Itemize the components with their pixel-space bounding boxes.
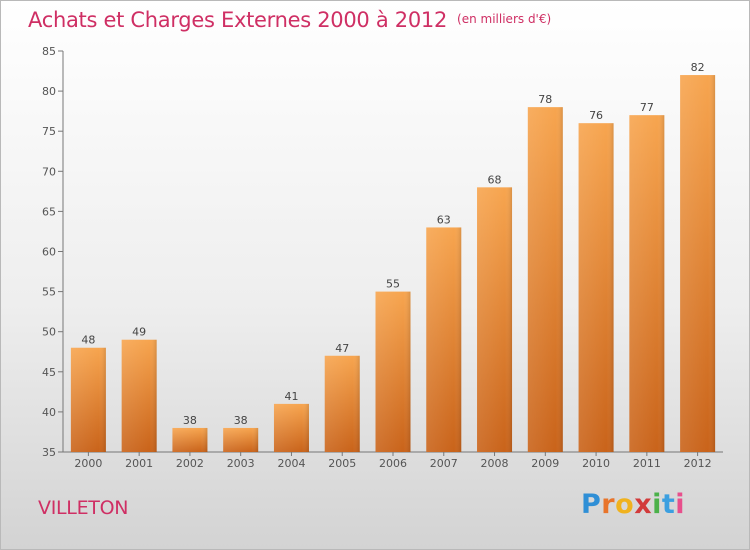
y-tick-label: 65 — [42, 205, 56, 218]
x-tick-label: 2002 — [176, 457, 204, 470]
y-tick-label: 45 — [42, 366, 56, 379]
y-tick-label: 60 — [42, 246, 56, 259]
bar-value-label: 77 — [640, 101, 654, 114]
y-tick-label: 85 — [42, 45, 56, 58]
x-tick-label: 2009 — [531, 457, 559, 470]
logo-letter: x — [634, 489, 653, 520]
chart-title: Achats et Charges Externes 2000 à 2012 (e… — [28, 8, 551, 32]
bar-shade — [375, 291, 411, 452]
chart-unit: (en milliers d'€) — [457, 12, 552, 26]
bar-value-label: 38 — [234, 414, 248, 427]
y-tick-label: 50 — [42, 326, 56, 339]
chart-labels: 2000 48 2001 49 2002 38 2003 38 2004 41 2005 47 2006… — [74, 61, 711, 470]
bar-shade — [680, 75, 716, 452]
bar-shade — [578, 123, 614, 453]
bar-value-label: 78 — [538, 93, 552, 106]
y-tick-label: 80 — [42, 85, 56, 98]
bar-value-label: 68 — [488, 173, 502, 186]
logo-letter: P — [581, 489, 602, 520]
logo-letter: t — [661, 489, 676, 520]
logo-letter: r — [601, 489, 616, 520]
bar-value-label: 76 — [589, 109, 603, 122]
x-tick-label: 2007 — [430, 457, 458, 470]
x-tick-label: 2012 — [684, 457, 712, 470]
bar-shade — [273, 403, 309, 452]
bar-value-label: 47 — [335, 342, 349, 355]
x-tick-label: 2010 — [582, 457, 610, 470]
bar-shade — [629, 115, 665, 452]
bar-shade — [121, 339, 157, 452]
bar-value-label: 49 — [132, 326, 146, 339]
x-tick-label: 2003 — [227, 457, 255, 470]
bar-value-label: 82 — [691, 61, 705, 74]
logo-letter: i — [652, 489, 662, 520]
chart-bars — [70, 75, 716, 453]
x-tick-label: 2006 — [379, 457, 407, 470]
y-tick-label: 70 — [42, 165, 56, 178]
x-tick-label: 2008 — [481, 457, 509, 470]
bar-value-label: 48 — [81, 334, 95, 347]
x-tick-label: 2000 — [74, 457, 102, 470]
x-tick-label: 2004 — [277, 457, 305, 470]
proxiti-logo: Proxiti — [581, 489, 685, 520]
y-tick-label: 40 — [42, 406, 56, 419]
bar-shade — [426, 227, 462, 452]
y-tick-label: 75 — [42, 125, 56, 138]
bar-shade — [527, 107, 563, 452]
bar-value-label: 63 — [437, 213, 451, 226]
bar-value-label: 55 — [386, 278, 400, 291]
bar-shade — [223, 427, 259, 452]
bar-shade — [324, 355, 360, 452]
x-tick-label: 2001 — [125, 457, 153, 470]
x-tick-label: 2005 — [328, 457, 356, 470]
bar-shade — [477, 187, 513, 452]
location-name: VILLETON — [38, 497, 129, 519]
chart-title-text: Achats et Charges Externes 2000 à 2012 — [28, 8, 448, 32]
logo-letter: i — [675, 489, 686, 520]
logo-letter: o — [615, 489, 635, 520]
y-tick-label: 35 — [42, 446, 56, 459]
bar-value-label: 38 — [183, 414, 197, 427]
bar-shade — [70, 347, 106, 452]
bar-shade — [172, 427, 208, 452]
x-tick-label: 2011 — [633, 457, 661, 470]
bar-value-label: 41 — [284, 390, 298, 403]
y-tick-label: 55 — [42, 286, 56, 299]
